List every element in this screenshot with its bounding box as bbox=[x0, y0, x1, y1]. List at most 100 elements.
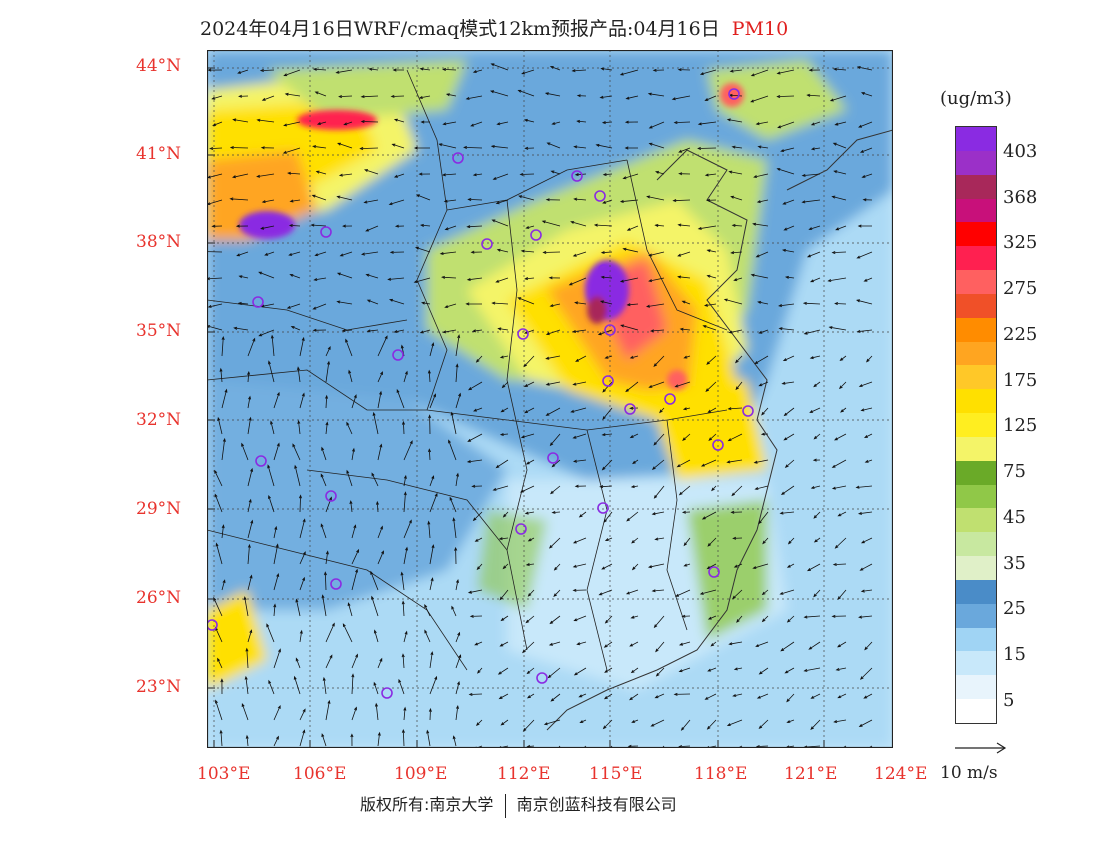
wind-vector bbox=[244, 675, 249, 695]
wind-vector bbox=[490, 63, 509, 71]
wind-vector bbox=[365, 273, 379, 279]
wind-vector bbox=[442, 67, 457, 72]
lat-label-32: 32°N bbox=[136, 410, 182, 430]
wind-vector bbox=[810, 121, 821, 126]
wind-vector bbox=[238, 94, 249, 98]
wind-vector bbox=[750, 69, 769, 77]
wind-vector bbox=[619, 69, 639, 76]
wind-vector bbox=[683, 563, 691, 567]
wind-vector bbox=[211, 95, 223, 100]
wind-vector bbox=[264, 251, 275, 256]
wind-vector bbox=[813, 511, 821, 519]
wind-vector bbox=[241, 703, 249, 721]
wind-vector bbox=[760, 432, 769, 436]
wind-vector bbox=[455, 654, 462, 669]
wind-vector bbox=[673, 692, 691, 696]
wind-vector bbox=[550, 170, 561, 175]
wind-vector bbox=[778, 327, 795, 331]
wind-vector bbox=[287, 171, 301, 175]
wind-vector bbox=[256, 173, 275, 178]
wind-vector bbox=[403, 630, 408, 643]
wind-vector bbox=[572, 588, 587, 592]
wind-vector bbox=[603, 511, 613, 523]
wind-vector bbox=[475, 355, 483, 363]
wind-vector bbox=[651, 589, 665, 593]
wind-vector bbox=[707, 615, 717, 620]
wind-vector bbox=[677, 223, 691, 227]
wind-vector bbox=[314, 91, 327, 97]
wind-vector bbox=[603, 641, 613, 648]
wind-vector bbox=[270, 420, 275, 435]
wind-vector bbox=[438, 143, 457, 149]
wind-vector bbox=[731, 485, 743, 497]
wind-vector bbox=[401, 653, 405, 669]
wind-vector bbox=[368, 67, 379, 71]
wind-vector bbox=[238, 275, 249, 279]
wind-vector bbox=[235, 224, 249, 228]
wind-vector bbox=[284, 92, 301, 97]
wind-vector bbox=[496, 248, 509, 253]
wind-vector bbox=[283, 121, 301, 127]
wind-vector bbox=[401, 600, 405, 617]
wind-vector bbox=[502, 563, 509, 570]
wind-vector bbox=[803, 667, 821, 672]
wind-vector bbox=[546, 142, 561, 149]
wind-vector bbox=[351, 706, 357, 721]
wind-vector bbox=[336, 300, 353, 305]
wind-vector bbox=[214, 469, 223, 487]
wind-vector bbox=[374, 702, 379, 721]
wind-vector bbox=[520, 249, 535, 253]
wind-vector bbox=[273, 735, 279, 747]
wind-vector bbox=[572, 433, 587, 439]
wind-vector bbox=[247, 371, 251, 383]
wind-vector bbox=[730, 195, 743, 201]
wind-vector bbox=[859, 147, 873, 153]
wind-vector bbox=[731, 223, 743, 228]
wind-vector bbox=[261, 95, 275, 101]
wind-vector bbox=[322, 676, 327, 695]
wind-vector bbox=[499, 589, 509, 601]
wind-vector bbox=[809, 407, 821, 413]
wind-vector bbox=[468, 692, 483, 696]
wind-vector bbox=[832, 562, 847, 566]
wind-vector bbox=[707, 667, 717, 672]
wind-vector bbox=[624, 120, 639, 124]
wind-vector bbox=[803, 615, 821, 619]
wind-vector bbox=[672, 199, 691, 203]
wind-vector bbox=[545, 407, 561, 416]
wind-vector bbox=[517, 297, 535, 305]
lon-label-106: 106°E bbox=[293, 764, 347, 784]
wind-vector bbox=[472, 173, 483, 177]
wind-vector bbox=[706, 274, 717, 279]
wind-vector bbox=[839, 355, 847, 361]
wind-vector bbox=[247, 629, 253, 643]
wind-vector bbox=[273, 442, 280, 461]
wind-vector bbox=[733, 563, 743, 568]
wind-vector bbox=[542, 250, 561, 254]
wind-vector bbox=[325, 622, 335, 643]
wind-vector bbox=[782, 355, 795, 362]
wind-vector bbox=[403, 491, 407, 513]
wind-vector bbox=[674, 381, 691, 388]
wind-vector bbox=[783, 433, 795, 441]
wind-vector bbox=[372, 411, 379, 435]
wind-vector bbox=[681, 614, 691, 618]
wind-vector bbox=[273, 704, 281, 721]
wind-vector bbox=[780, 147, 795, 152]
wind-vector bbox=[260, 146, 275, 150]
wind-vector bbox=[863, 277, 873, 282]
wind-vector bbox=[517, 89, 535, 97]
wind-vector bbox=[466, 277, 483, 281]
wind-vector bbox=[856, 66, 873, 71]
color-legend bbox=[955, 126, 997, 724]
wind-vector bbox=[258, 271, 275, 279]
wind-vector bbox=[392, 68, 404, 72]
wind-vector bbox=[654, 537, 665, 541]
lon-label-109: 109°E bbox=[394, 764, 448, 784]
wind-vector bbox=[290, 326, 301, 331]
wind-vector bbox=[338, 94, 353, 99]
wind-vector bbox=[576, 119, 587, 123]
wind-vector bbox=[599, 485, 613, 489]
wind-vector bbox=[728, 170, 743, 175]
wind-vector bbox=[706, 563, 717, 570]
